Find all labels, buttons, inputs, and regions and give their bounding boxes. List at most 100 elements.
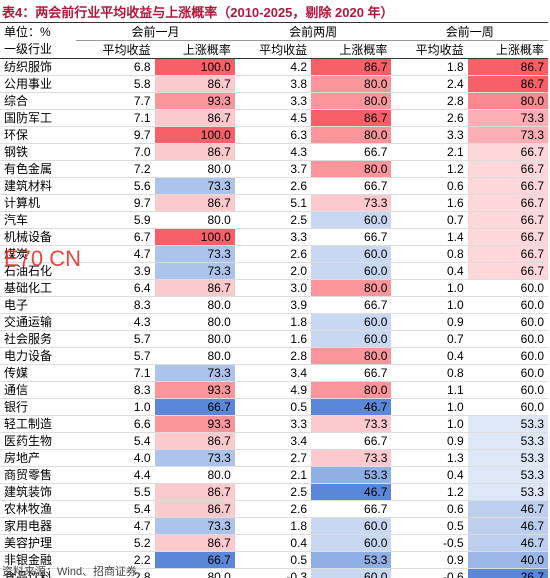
probability-cell: 66.7 — [311, 296, 392, 314]
return-cell: 0.5 — [234, 551, 312, 569]
return-cell: 6.6 — [76, 415, 155, 433]
return-cell: 1.2 — [391, 483, 468, 501]
table-row: 基础化工 6.4 86.7 3.0 80.0 1.0 60.0 — [0, 279, 548, 297]
probability-cell: 60.0 — [311, 568, 392, 578]
industry-cell: 非银金融 — [0, 551, 77, 569]
return-cell: 3.8 — [234, 75, 312, 93]
probability-cell: 66.7 — [311, 432, 392, 450]
probability-cell: 86.7 — [311, 58, 392, 76]
table-row: 社会服务 5.7 80.0 1.6 60.0 0.7 60.0 — [0, 330, 548, 348]
return-cell: 2.6 — [391, 109, 468, 127]
probability-cell: 53.3 — [467, 449, 548, 467]
probability-cell: 100.0 — [154, 126, 235, 144]
probability-cell: 60.0 — [467, 313, 548, 331]
probability-cell: 53.3 — [467, 432, 548, 450]
probability-cell: 60.0 — [467, 296, 548, 314]
watermark: E70 CN — [4, 246, 82, 271]
return-cell: 0.4 — [391, 262, 468, 280]
industry-cell: 家用电器 — [0, 517, 77, 535]
return-cell: 4.3 — [234, 143, 312, 161]
column-header: 平均收益 — [76, 40, 155, 59]
header-row: 一级行业 平均收益 上涨概率 平均收益 上涨概率 平均收益 上涨概率 — [0, 40, 548, 59]
probability-cell: 53.3 — [311, 551, 392, 569]
industry-cell: 食品饮料 — [0, 568, 77, 578]
return-cell: 3.3 — [234, 415, 312, 433]
industry-cell: 基础化工 — [0, 279, 77, 297]
return-cell: 4.7 — [76, 245, 155, 263]
industry-cell: 钢铁 — [0, 143, 77, 161]
return-cell: 2.6 — [234, 177, 312, 195]
probability-cell: 80.0 — [311, 347, 392, 365]
return-cell: 0.4 — [234, 534, 312, 552]
return-cell: 2.8 — [234, 347, 312, 365]
industry-cell: 交通运输 — [0, 313, 77, 331]
probability-cell: 66.7 — [467, 211, 548, 229]
probability-cell: 53.3 — [467, 483, 548, 501]
table-row: 轻工制造 6.6 93.3 3.3 73.3 1.0 53.3 — [0, 415, 548, 433]
header-row: 单位：% 会前一月 会前两周 会前一周 — [0, 22, 548, 41]
return-cell: 6.8 — [76, 58, 155, 76]
table-body: 纺织服饰 6.8 100.0 4.2 86.7 1.8 86.7 公用事业 5.8 86.7 3.8… — [0, 58, 548, 578]
return-cell: 5.6 — [76, 177, 155, 195]
probability-cell: 60.0 — [311, 211, 392, 229]
probability-cell: 40.0 — [467, 551, 548, 569]
table-row: 石油石化 3.9 73.3 2.0 60.0 0.4 66.7 — [0, 262, 548, 280]
return-cell: 5.8 — [76, 75, 155, 93]
return-cell: 5.9 — [76, 211, 155, 229]
industry-cell: 医药生物 — [0, 432, 77, 450]
probability-cell: 60.0 — [467, 279, 548, 297]
probability-cell: 86.7 — [154, 500, 235, 518]
industry-cell: 电子 — [0, 296, 77, 314]
probability-cell: 66.7 — [154, 551, 235, 569]
group-header: 会前一月 — [76, 22, 235, 41]
source-note: 资料来源：Wind、招商证券 — [2, 566, 138, 578]
return-cell: 1.6 — [234, 330, 312, 348]
return-cell: 3.4 — [234, 364, 312, 382]
table-row: 交通运输 4.3 80.0 1.8 60.0 0.9 60.0 — [0, 313, 548, 331]
industry-cell: 纺织服饰 — [0, 58, 77, 76]
probability-cell: 73.3 — [154, 262, 235, 280]
probability-cell: 46.7 — [311, 398, 392, 416]
return-cell: 3.3 — [234, 92, 312, 110]
probability-cell: 80.0 — [154, 313, 235, 331]
return-cell: 3.9 — [234, 296, 312, 314]
return-cell: 0.5 — [234, 398, 312, 416]
column-header: 平均收益 — [234, 40, 312, 59]
probability-cell: 73.3 — [467, 109, 548, 127]
return-cell: 1.2 — [391, 160, 468, 178]
table-row: 公用事业 5.8 86.7 3.8 80.0 2.4 86.7 — [0, 75, 548, 93]
return-cell: 2.2 — [76, 551, 155, 569]
table-row: 纺织服饰 6.8 100.0 4.2 86.7 1.8 86.7 — [0, 58, 548, 76]
return-cell: 7.2 — [76, 160, 155, 178]
return-cell: 1.3 — [391, 449, 468, 467]
return-cell: 2.8 — [76, 568, 155, 578]
industry-cell: 煤炭 — [0, 245, 77, 263]
probability-cell: 93.3 — [154, 415, 235, 433]
unit-label: 单位：% — [0, 22, 77, 41]
return-cell: 9.7 — [76, 126, 155, 144]
group-header: 会前两周 — [234, 22, 392, 41]
industry-cell: 环保 — [0, 126, 77, 144]
probability-cell: 86.7 — [154, 75, 235, 93]
probability-cell: 73.3 — [154, 517, 235, 535]
table-row: 建筑材料 5.6 73.3 2.6 66.7 0.6 66.7 — [0, 177, 548, 195]
probability-cell: 80.0 — [311, 160, 392, 178]
industry-cell: 建筑材料 — [0, 177, 77, 195]
probability-cell: 46.7 — [467, 500, 548, 518]
return-cell: 2.6 — [234, 245, 312, 263]
return-cell: 0.7 — [391, 330, 468, 348]
return-cell: 5.4 — [76, 500, 155, 518]
group-header: 会前一周 — [391, 22, 548, 41]
probability-cell: 60.0 — [311, 330, 392, 348]
industry-cell: 电力设备 — [0, 347, 77, 365]
industry-cell: 商贸零售 — [0, 466, 77, 484]
return-cell: 8.3 — [76, 296, 155, 314]
industry-cell: 公用事业 — [0, 75, 77, 93]
return-cell: 5.4 — [76, 432, 155, 450]
probability-cell: 100.0 — [154, 228, 235, 246]
return-cell: 1.0 — [391, 415, 468, 433]
probability-cell: 73.3 — [154, 449, 235, 467]
probability-cell: 80.0 — [311, 126, 392, 144]
return-cell: 1.1 — [391, 381, 468, 399]
